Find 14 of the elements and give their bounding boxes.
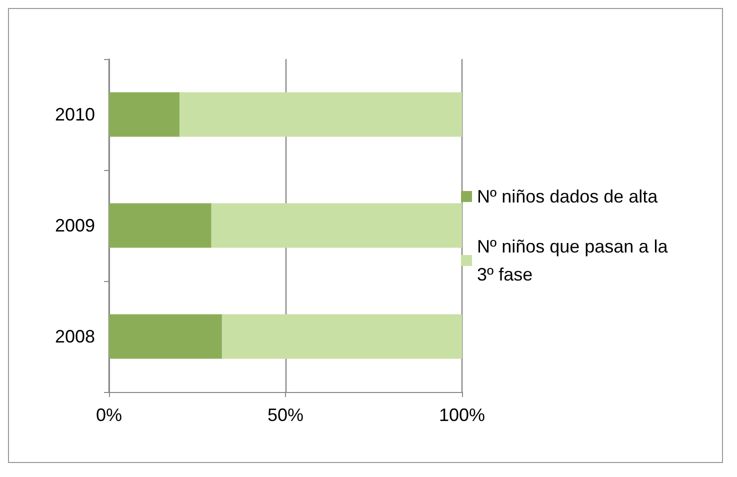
bar <box>211 203 462 248</box>
bar <box>222 314 462 359</box>
x-tick-label: 0% <box>96 405 122 425</box>
y-tick-label: 2010 <box>54 104 95 124</box>
bar <box>109 92 180 137</box>
x-tick-label: 100% <box>438 405 486 425</box>
legend-label: Nº niños dados de alta <box>477 186 659 206</box>
y-tick-label: 2009 <box>54 216 95 236</box>
x-tick-label: 50% <box>267 405 304 425</box>
y-tick-label: 2008 <box>54 326 95 346</box>
bar <box>180 92 462 137</box>
legend-label: Nº niños que pasan a la 3º fase <box>477 236 673 284</box>
bar <box>109 203 212 248</box>
bar <box>109 314 222 359</box>
